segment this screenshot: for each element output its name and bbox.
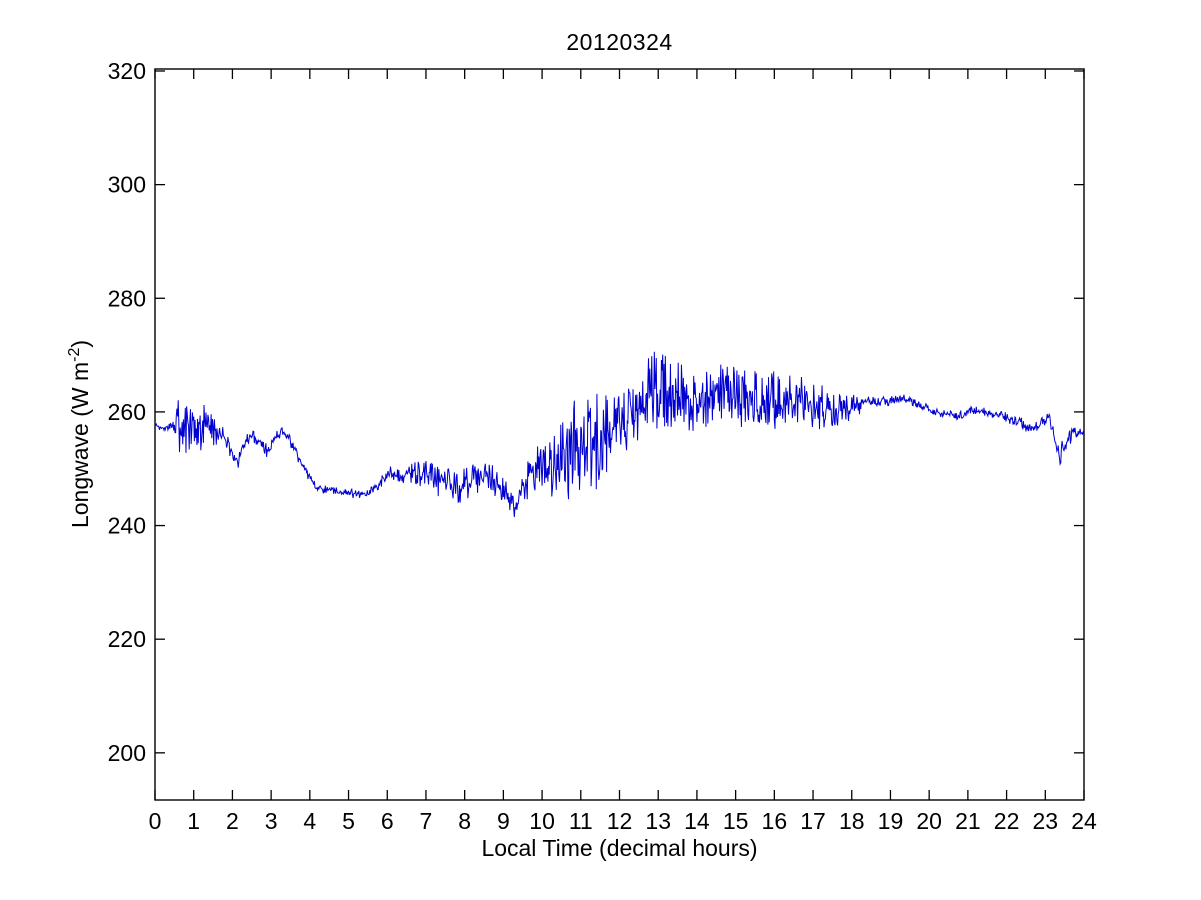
x-tick-label: 7 — [420, 808, 433, 834]
y-axis-label-exponent: -2 — [66, 347, 84, 362]
x-tick-label: 23 — [1032, 808, 1058, 834]
x-tick-label: 19 — [878, 808, 904, 834]
x-tick-label: 0 — [149, 808, 162, 834]
y-tick-label: 300 — [108, 172, 146, 198]
x-tick-label: 10 — [529, 808, 555, 834]
x-axis-label: Local Time (decimal hours) — [481, 835, 758, 861]
y-tick-label: 240 — [108, 513, 146, 539]
data-line — [154, 351, 1085, 518]
x-tick-label: 4 — [303, 808, 316, 834]
y-axis-label-close: ) — [66, 339, 93, 348]
y-tick-label: 320 — [108, 58, 146, 84]
x-tick-label: 18 — [839, 808, 865, 834]
x-tick-label: 14 — [684, 808, 710, 834]
y-tick-label: 200 — [108, 740, 146, 766]
y-tick-label: 220 — [108, 626, 146, 652]
x-tick-label: 3 — [265, 808, 278, 834]
y-axis-label-text: Longwave (W m — [66, 361, 93, 529]
x-tick-label: 8 — [458, 808, 471, 834]
x-tick-label: 6 — [381, 808, 394, 834]
y-tick-label: 280 — [108, 285, 146, 311]
plot-frame — [154, 68, 1085, 801]
x-tick-label: 22 — [994, 808, 1020, 834]
x-tick-label: 5 — [342, 808, 355, 834]
chart-title: 20120324 — [566, 29, 673, 55]
x-tick-label: 12 — [607, 808, 633, 834]
x-tick-label: 15 — [723, 808, 749, 834]
y-axis-label: Longwave (W m-2) — [66, 340, 94, 528]
x-tick-label: 24 — [1071, 808, 1097, 834]
x-tick-label: 2 — [226, 808, 239, 834]
x-tick-label: 21 — [955, 808, 981, 834]
x-tick-label: 20 — [916, 808, 942, 834]
x-tick-label: 1 — [187, 808, 200, 834]
x-tick-label: 17 — [800, 808, 826, 834]
y-tick-label: 260 — [108, 399, 146, 425]
x-tick-label: 9 — [497, 808, 510, 834]
x-tick-label: 16 — [762, 808, 788, 834]
x-tick-label: 11 — [569, 808, 593, 834]
x-tick-label: 13 — [645, 808, 671, 834]
